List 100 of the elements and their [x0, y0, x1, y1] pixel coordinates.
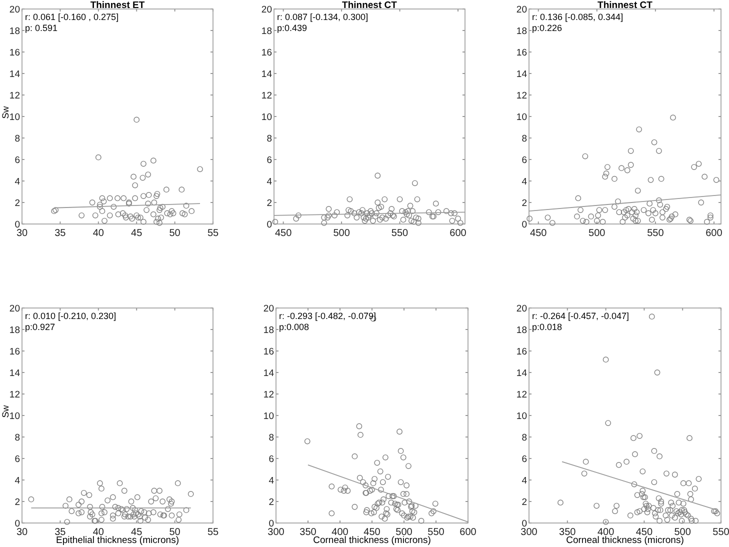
x-tick-label: 500: [396, 527, 413, 538]
x-tick-label: 500: [674, 527, 692, 538]
x-axis-title: Corneal thickness (microns): [566, 535, 684, 546]
y-tick-label: 18: [263, 325, 274, 336]
x-tick-label: 30: [16, 228, 28, 239]
x-tick-label: 55: [207, 527, 219, 538]
annotation: r: 0.010 [-0.210, 0.230]: [25, 311, 116, 321]
x-tick-label: 300: [268, 527, 285, 538]
y-tick-label: 20: [261, 4, 272, 16]
y-tick-label: 12: [261, 90, 272, 102]
y-tick-label: 2: [268, 497, 274, 508]
y-tick-label: 20: [9, 304, 20, 314]
y-tick-label: 8: [266, 134, 272, 144]
x-tick-label: 50: [169, 228, 181, 239]
y-tick-label: 4: [522, 176, 527, 188]
y-tick-label: 0: [522, 220, 527, 230]
y-tick-label: 16: [9, 48, 20, 58]
y-tick-label: 6: [14, 155, 20, 166]
y-tick-label: 12: [9, 390, 20, 400]
y-tick-label: 0: [266, 220, 272, 230]
annotation: r: 0.061 [-0.160 , 0.275]: [25, 12, 119, 22]
y-tick-label: 12: [516, 90, 527, 102]
x-tick-label: 35: [54, 527, 66, 538]
y-tick-label: 10: [516, 112, 527, 123]
y-tick-label: 20: [9, 4, 20, 16]
y-tick-label: 18: [261, 26, 272, 37]
y-tick-label: 2: [14, 497, 20, 508]
y-tick-label: 14: [261, 69, 272, 80]
annotation: p:0.439: [277, 23, 308, 33]
y-tick-label: 12: [263, 390, 274, 400]
x-tick-label: 40: [92, 228, 104, 239]
y-tick-label: 0: [14, 220, 20, 230]
y-tick-label: 8: [522, 134, 527, 144]
y-tick-label: 4: [14, 476, 20, 486]
y-axis-title: Sw: [0, 106, 10, 119]
y-tick-label: 12: [516, 390, 527, 400]
x-tick-label: 450: [530, 228, 548, 239]
y-tick-label: 4: [522, 476, 527, 486]
x-axis-title: Epithelial thickness (microns): [56, 535, 180, 546]
x-tick-label: 550: [647, 228, 664, 239]
y-tick-label: 18: [516, 325, 527, 336]
x-tick-label: 45: [131, 228, 143, 239]
y-tick-label: 16: [261, 48, 272, 58]
annotation: r: -0.264 [-0.457, -0.047]: [532, 311, 630, 321]
chart-title: Thinnest ET: [90, 0, 145, 11]
y-tick-label: 4: [268, 476, 274, 486]
x-tick-label: 500: [588, 228, 606, 239]
x-tick-label: 550: [428, 527, 445, 538]
x-tick-label: 50: [169, 527, 181, 538]
y-axis-title: Sw: [0, 404, 10, 418]
annotation: p:0.008: [279, 322, 310, 332]
y-tick-label: 16: [263, 346, 274, 358]
y-tick-label: 6: [14, 454, 20, 465]
x-tick-label: 600: [706, 228, 723, 239]
y-tick-label: 4: [266, 176, 272, 188]
x-tick-label: 600: [460, 527, 477, 538]
chart-title: Thinnest CT: [598, 0, 653, 11]
y-tick-label: 18: [516, 26, 527, 37]
y-tick-label: 20: [516, 304, 527, 314]
y-tick-label: 0: [14, 518, 20, 530]
y-tick-label: 16: [516, 346, 527, 358]
y-tick-label: 6: [522, 454, 527, 465]
y-tick-label: 2: [14, 198, 20, 209]
annotation: p: 0.591: [25, 23, 58, 33]
y-tick-label: 8: [522, 432, 527, 444]
annotation: p:0.018: [532, 322, 562, 332]
x-tick-label: 550: [391, 228, 409, 239]
y-tick-label: 18: [9, 325, 20, 336]
y-tick-label: 2: [266, 198, 272, 209]
y-tick-label: 14: [263, 368, 274, 379]
y-tick-label: 16: [516, 48, 527, 58]
chart-title: Thinnest CT: [342, 0, 398, 11]
y-tick-label: 12: [9, 90, 20, 102]
x-tick-label: 30: [16, 527, 28, 538]
y-tick-label: 10: [263, 411, 274, 422]
annotation: p:0.927: [25, 322, 56, 332]
x-tick-label: 450: [364, 527, 381, 538]
y-tick-label: 20: [263, 304, 274, 314]
y-tick-label: 8: [268, 432, 274, 444]
y-tick-label: 10: [9, 411, 20, 422]
x-tick-label: 35: [54, 228, 66, 239]
y-tick-label: 14: [9, 69, 20, 80]
x-tick-label: 45: [131, 527, 143, 538]
y-tick-label: 10: [516, 411, 527, 422]
y-tick-label: 2: [522, 497, 527, 508]
x-tick-label: 450: [274, 228, 292, 239]
annotation: p:0.226: [532, 23, 562, 33]
y-tick-label: 10: [261, 112, 272, 123]
x-tick-label: 450: [636, 527, 653, 538]
y-tick-label: 4: [14, 176, 20, 188]
x-axis-title: Corneal thickness (microns): [313, 535, 431, 546]
x-tick-label: 500: [333, 228, 350, 239]
x-tick-label: 300: [520, 527, 538, 538]
y-tick-label: 20: [516, 4, 527, 16]
annotation: r: -0.293 [-0.482, -0.079]: [279, 311, 376, 321]
y-tick-label: 14: [516, 368, 527, 379]
x-tick-label: 600: [450, 228, 467, 239]
x-tick-label: 550: [712, 527, 729, 538]
y-tick-label: 14: [516, 69, 527, 80]
y-tick-label: 16: [9, 346, 20, 358]
